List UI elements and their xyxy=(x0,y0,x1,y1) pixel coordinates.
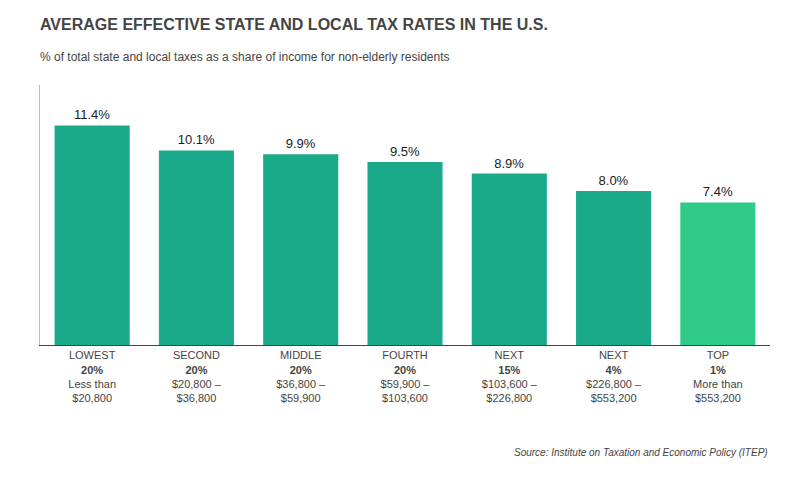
svg-text:LOWEST20%Less than$20,800: LOWEST20%Less than$20,800 xyxy=(68,349,116,404)
svg-text:NEXT15%$103,600 –$226,800: NEXT15%$103,600 –$226,800 xyxy=(482,349,538,404)
svg-text:AVERAGE EFFECTIVE STATE AND LO: AVERAGE EFFECTIVE STATE AND LOCAL TAX RA… xyxy=(40,16,548,33)
svg-text:NEXT4%$226,800 –$553,200: NEXT4%$226,800 –$553,200 xyxy=(586,349,642,404)
svg-text:8.0%: 8.0% xyxy=(599,173,629,188)
svg-text:9.9%: 9.9% xyxy=(286,136,316,151)
svg-text:10.1%: 10.1% xyxy=(178,132,215,147)
svg-text:7.4%: 7.4% xyxy=(703,184,733,199)
svg-text:Source: Institute on Taxation: Source: Institute on Taxation and Econom… xyxy=(514,447,768,458)
svg-text:11.4%: 11.4% xyxy=(74,107,110,122)
svg-text:8.9%: 8.9% xyxy=(494,156,524,171)
svg-text:9.5%: 9.5% xyxy=(390,144,420,159)
svg-text:% of total state and local tax: % of total state and local taxes as a sh… xyxy=(40,50,450,64)
svg-text:MIDDLE20%$36,800 –$59,900: MIDDLE20%$36,800 –$59,900 xyxy=(276,349,326,404)
svg-text:FOURTH20%$59,900 –$103,600: FOURTH20%$59,900 –$103,600 xyxy=(381,349,431,404)
svg-text:SECOND20%$20,800 –$36,800: SECOND20%$20,800 –$36,800 xyxy=(172,349,222,404)
svg-text:TOP1%More than$553,200: TOP1%More than$553,200 xyxy=(693,349,743,404)
